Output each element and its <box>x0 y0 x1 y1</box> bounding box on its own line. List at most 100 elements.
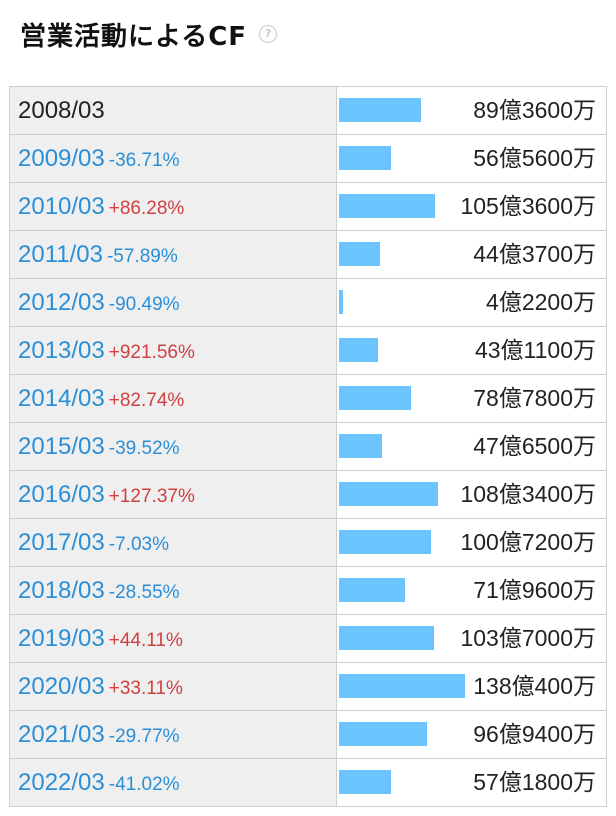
value-bar <box>339 434 382 458</box>
table-row: 2018/03 -28.55% 71億9600万 <box>9 566 607 615</box>
value-bar <box>339 482 438 506</box>
amount-value: 43億1100万 <box>474 337 596 363</box>
value-bar <box>339 578 405 602</box>
year-label[interactable]: 2011/03 <box>18 240 103 268</box>
change-percent: -36.71% <box>108 149 180 171</box>
change-percent: -7.03% <box>108 533 169 555</box>
value-bar <box>339 386 411 410</box>
year-label: 2008/03 <box>18 96 105 124</box>
value-bar <box>339 194 435 218</box>
year-cell: 2022/03 -41.02% <box>9 758 337 807</box>
year-cell: 2009/03 -36.71% <box>9 134 337 183</box>
amount-value: 4億2200万 <box>486 289 596 315</box>
amount-value: 47億6500万 <box>473 433 596 459</box>
table-row: 2012/03 -90.49% 4億2200万 <box>9 278 607 327</box>
amount-value: 138億400万 <box>473 673 596 699</box>
amount-value: 57億1800万 <box>473 769 596 795</box>
change-percent: +44.11% <box>108 629 183 651</box>
amount-value: 71億9600万 <box>473 577 596 603</box>
value-bar <box>339 770 391 794</box>
change-percent: +82.74% <box>108 389 185 411</box>
year-label[interactable]: 2013/03 <box>18 336 105 364</box>
amount-value: 108億3400万 <box>460 481 596 507</box>
bar-cell: 138億400万 <box>336 662 607 711</box>
value-bar <box>339 722 427 746</box>
change-percent: +127.37% <box>108 485 195 507</box>
value-bar <box>339 242 380 266</box>
table-row: 2011/03 -57.89% 44億3700万 <box>9 230 607 279</box>
value-bar <box>339 146 391 170</box>
help-icon[interactable]: ? <box>259 25 278 43</box>
year-label[interactable]: 2018/03 <box>18 576 105 604</box>
table-row: 2015/03 -39.52% 47億6500万 <box>9 422 607 471</box>
year-label[interactable]: 2020/03 <box>18 672 105 700</box>
bar-cell: 103億7000万 <box>336 614 607 663</box>
table-row: 2017/03 -7.03% 100億7200万 <box>9 518 607 567</box>
bar-cell: 47億6500万 <box>336 422 607 471</box>
amount-value: 44億3700万 <box>473 241 596 267</box>
year-cell: 2016/03 +127.37% <box>9 470 337 519</box>
cf-table: 2008/03 89億3600万 2009/03 -36.71% 56億5600万 201… <box>9 86 607 807</box>
year-label[interactable]: 2022/03 <box>18 768 105 796</box>
year-cell: 2020/03 +33.11% <box>9 662 337 711</box>
year-cell: 2018/03 -28.55% <box>9 566 337 615</box>
year-label[interactable]: 2021/03 <box>18 720 105 748</box>
change-percent: -90.49% <box>108 293 180 315</box>
table-row: 2019/03 +44.11% 103億7000万 <box>9 614 607 663</box>
change-percent: +33.11% <box>108 677 183 699</box>
page-title: 営業活動によるCF <box>20 21 248 52</box>
change-percent: -39.52% <box>108 437 180 459</box>
year-label[interactable]: 2012/03 <box>18 288 105 316</box>
value-bar <box>339 530 431 554</box>
amount-value: 78億7800万 <box>473 385 596 411</box>
bar-cell: 56億5600万 <box>336 134 607 183</box>
amount-value: 96億9400万 <box>473 721 596 747</box>
year-cell: 2010/03 +86.28% <box>9 182 337 231</box>
year-label[interactable]: 2014/03 <box>18 384 105 412</box>
amount-value: 56億5600万 <box>473 145 596 171</box>
table-row: 2014/03 +82.74% 78億7800万 <box>9 374 607 423</box>
amount-value: 100億7200万 <box>460 529 596 555</box>
year-label[interactable]: 2015/03 <box>18 432 105 460</box>
amount-value: 103億7000万 <box>460 625 596 651</box>
bar-cell: 4億2200万 <box>336 278 607 327</box>
bar-cell: 71億9600万 <box>336 566 607 615</box>
year-cell: 2013/03 +921.56% <box>9 326 337 375</box>
section-header: 営業活動によるCF ? <box>20 12 278 56</box>
year-cell: 2011/03 -57.89% <box>9 230 337 279</box>
year-cell: 2015/03 -39.52% <box>9 422 337 471</box>
bar-cell: 89億3600万 <box>336 86 607 135</box>
table-row: 2010/03 +86.28% 105億3600万 <box>9 182 607 231</box>
value-bar <box>339 290 343 314</box>
year-cell: 2014/03 +82.74% <box>9 374 337 423</box>
bar-cell: 44億3700万 <box>336 230 607 279</box>
bar-cell: 96億9400万 <box>336 710 607 759</box>
value-bar <box>339 98 421 122</box>
change-percent: -29.77% <box>108 725 180 747</box>
table-row: 2021/03 -29.77% 96億9400万 <box>9 710 607 759</box>
value-bar <box>339 674 465 698</box>
year-cell: 2008/03 <box>9 86 337 135</box>
bar-cell: 78億7800万 <box>336 374 607 423</box>
bar-cell: 105億3600万 <box>336 182 607 231</box>
year-label[interactable]: 2017/03 <box>18 528 105 556</box>
table-row: 2020/03 +33.11% 138億400万 <box>9 662 607 711</box>
change-percent: +86.28% <box>108 197 185 219</box>
value-bar <box>339 338 378 362</box>
year-label[interactable]: 2019/03 <box>18 624 105 652</box>
year-label[interactable]: 2010/03 <box>18 192 105 220</box>
table-row: 2013/03 +921.56% 43億1100万 <box>9 326 607 375</box>
value-bar <box>339 626 434 650</box>
table-row: 2022/03 -41.02% 57億1800万 <box>9 758 607 807</box>
year-cell: 2012/03 -90.49% <box>9 278 337 327</box>
change-percent: -57.89% <box>106 245 178 267</box>
bar-cell: 108億3400万 <box>336 470 607 519</box>
year-label[interactable]: 2009/03 <box>18 144 105 172</box>
amount-value: 89億3600万 <box>473 97 596 123</box>
change-percent: -28.55% <box>108 581 180 603</box>
year-cell: 2017/03 -7.03% <box>9 518 337 567</box>
year-label[interactable]: 2016/03 <box>18 480 105 508</box>
table-row: 2008/03 89億3600万 <box>9 86 607 135</box>
amount-value: 105億3600万 <box>460 193 596 219</box>
bar-cell: 100億7200万 <box>336 518 607 567</box>
